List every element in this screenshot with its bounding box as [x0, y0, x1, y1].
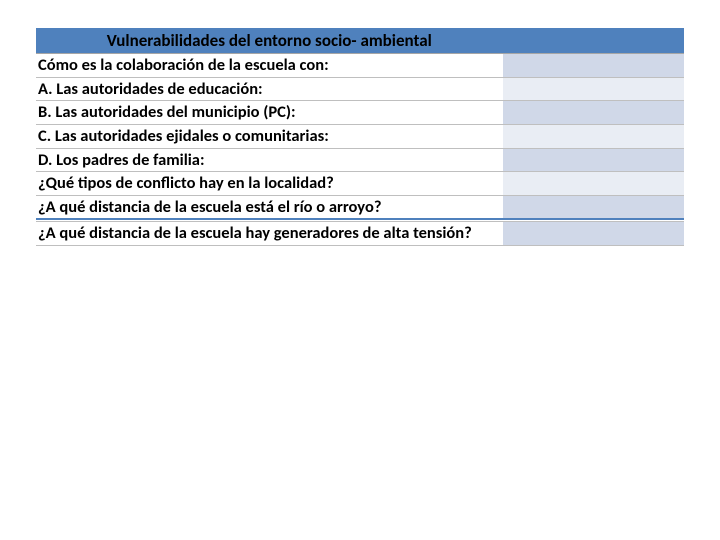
row-label: C. Las autoridades ejidales o comunitari…	[36, 124, 503, 148]
table-row: ¿A qué distancia de la escuela hay gener…	[36, 221, 684, 245]
row-value	[503, 54, 684, 78]
row-label: A. Las autoridades de educación:	[36, 77, 503, 101]
table-row: D. Los padres de familia:	[36, 148, 684, 172]
row-value	[503, 101, 684, 125]
table-row: C. Las autoridades ejidales o comunitari…	[36, 124, 684, 148]
table-row: ¿A qué distancia de la escuela está el r…	[36, 195, 684, 219]
row-label: D. Los padres de familia:	[36, 148, 503, 172]
row-value	[503, 172, 684, 196]
row-value	[503, 148, 684, 172]
vulnerability-table: Vulnerabilidades del entorno socio- ambi…	[36, 28, 684, 246]
table-header-row: Vulnerabilidades del entorno socio- ambi…	[36, 28, 684, 54]
table-row: Cómo es la colaboración de la escuela co…	[36, 54, 684, 78]
row-value	[503, 77, 684, 101]
table-row: ¿Qué tipos de conflicto hay en la locali…	[36, 172, 684, 196]
row-label: ¿A qué distancia de la escuela hay gener…	[36, 221, 503, 245]
table-title: Vulnerabilidades del entorno socio- ambi…	[36, 28, 503, 54]
row-value	[503, 195, 684, 219]
row-value	[503, 124, 684, 148]
row-value	[503, 221, 684, 245]
table-row: B. Las autoridades del municipio (PC):	[36, 101, 684, 125]
table-header-blank	[503, 28, 684, 54]
row-label: B. Las autoridades del municipio (PC):	[36, 101, 503, 125]
row-label: ¿A qué distancia de la escuela está el r…	[36, 195, 503, 219]
row-label: ¿Qué tipos de conflicto hay en la locali…	[36, 172, 503, 196]
row-label: Cómo es la colaboración de la escuela co…	[36, 54, 503, 78]
table-row: A. Las autoridades de educación:	[36, 77, 684, 101]
